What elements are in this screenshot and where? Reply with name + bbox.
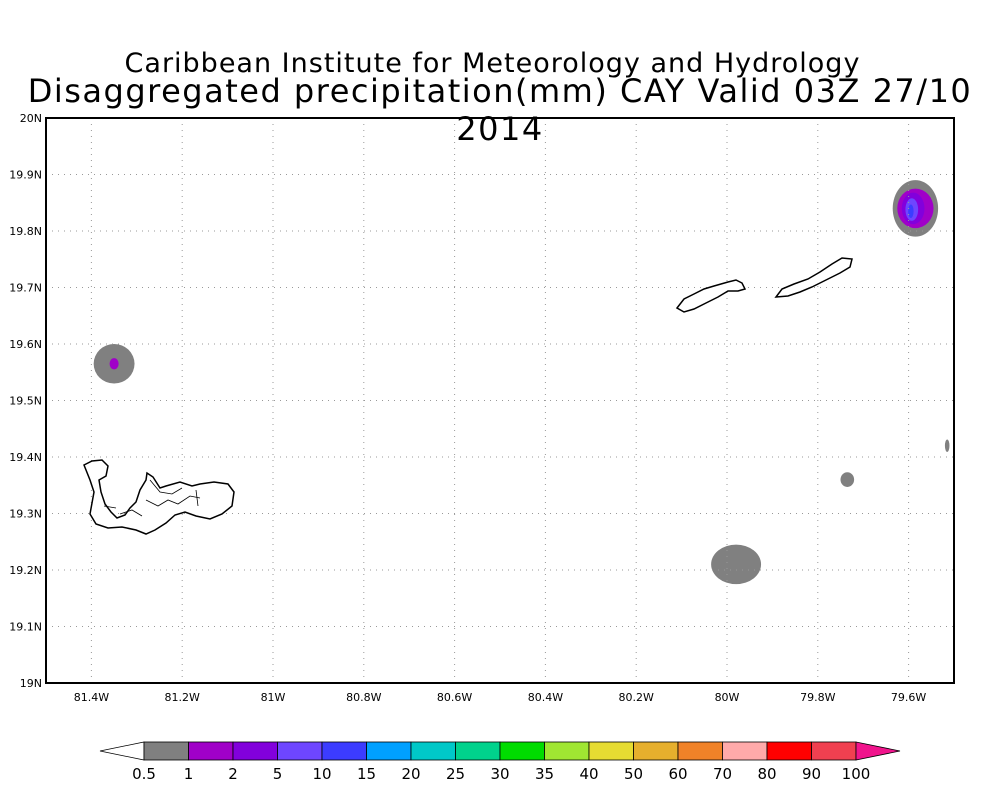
colorbar-label-12: 60 — [668, 765, 687, 783]
lat-tick-label-5: 19.5N — [9, 395, 42, 408]
colorbar-swatch-1 — [143, 741, 189, 761]
lon-tick-label-7: 80W — [715, 691, 740, 704]
map-frame — [45, 117, 955, 684]
island-outlines — [83, 257, 853, 535]
lon-tick-label-6: 80.2W — [619, 691, 654, 704]
colorbar-swatch-15 — [766, 741, 812, 761]
colorbar-swatch-14 — [722, 741, 768, 761]
colorbar-swatch-2 — [188, 741, 234, 761]
colorbar-label-3: 5 — [273, 765, 283, 783]
island-grand-cayman-inner-lines — [103, 479, 201, 517]
colorbar-label-1: 1 — [184, 765, 194, 783]
colorbar-swatch-4 — [277, 741, 323, 761]
lat-tick-label-1: 19.1N — [9, 621, 42, 634]
colorbar-swatch-16 — [811, 741, 857, 761]
chart-title-product: Disaggregated precipitation(mm) CAY Vali… — [27, 72, 973, 148]
precip-cell-1 — [109, 358, 119, 370]
island-grand-cayman — [83, 459, 235, 535]
precip-cell-2 — [711, 544, 762, 585]
lat-tick-label-10: 20N — [20, 112, 42, 125]
colorbar-label-6: 20 — [401, 765, 420, 783]
colorbar-swatch-10 — [544, 741, 590, 761]
colorbar-label-5: 15 — [357, 765, 376, 783]
lon-tick-label-2: 81W — [261, 691, 286, 704]
precipitation-layer — [93, 180, 950, 585]
colorbar-label-9: 35 — [535, 765, 554, 783]
colorbar-label-14: 80 — [757, 765, 776, 783]
colorbar-label-2: 2 — [228, 765, 238, 783]
lon-tick-label-8: 79.8W — [800, 691, 835, 704]
lat-tick-label-0: 19N — [20, 677, 42, 690]
precip-cell-9 — [908, 204, 914, 219]
lat-tick-label-4: 19.4N — [9, 451, 42, 464]
colorbar-label-11: 50 — [624, 765, 643, 783]
island-little-cayman — [675, 279, 747, 313]
colorbar-label-8: 30 — [490, 765, 509, 783]
axis-labels: 81.4W 81.2W 81W 80.8W 80.6W 80.4W 80.2W 80W 79.8… — [9, 112, 926, 704]
colorbar-label-16: 100 — [842, 765, 871, 783]
colorbar-label-13: 70 — [713, 765, 732, 783]
lat-tick-label-8: 19.8N — [9, 225, 42, 238]
colorbar: 0.5 1 2 5 10 15 20 25 30 35 40 50 60 70 80 90 100 — [99, 741, 901, 783]
colorbar-swatch-0 — [99, 741, 145, 761]
colorbar-label-0: 0.5 — [132, 765, 156, 783]
precip-cell-4 — [944, 439, 950, 452]
colorbar-swatch-7 — [410, 741, 456, 761]
colorbar-swatch-5 — [321, 741, 367, 761]
lat-tick-label-7: 19.7N — [9, 282, 42, 295]
lon-tick-label-9: 79.6W — [891, 691, 926, 704]
colorbar-swatch-8 — [455, 741, 501, 761]
map-grid — [46, 118, 954, 683]
colorbar-swatch-9 — [499, 741, 545, 761]
colorbar-label-15: 90 — [802, 765, 821, 783]
colorbar-label-7: 25 — [446, 765, 465, 783]
lat-tick-label-3: 19.3N — [9, 508, 42, 521]
island-cayman-brac — [774, 257, 853, 298]
lat-tick-label-6: 19.6N — [9, 338, 42, 351]
colorbar-swatch-12 — [633, 741, 679, 761]
lat-tick-label-9: 19.9N — [9, 169, 42, 182]
lon-tick-label-3: 80.8W — [346, 691, 381, 704]
lon-tick-label-4: 80.6W — [437, 691, 472, 704]
colorbar-swatch-6 — [366, 741, 412, 761]
colorbar-swatch-17 — [855, 741, 901, 761]
colorbar-label-10: 40 — [579, 765, 598, 783]
colorbar-label-4: 10 — [312, 765, 331, 783]
lon-tick-label-0: 81.4W — [74, 691, 109, 704]
colorbar-swatch-11 — [588, 741, 634, 761]
lon-tick-label-5: 80.4W — [528, 691, 563, 704]
colorbar-swatch-3 — [232, 741, 278, 761]
lat-tick-label-2: 19.2N — [9, 564, 42, 577]
chart-title-institute: Caribbean Institute for Meteorology and … — [124, 48, 861, 79]
colorbar-swatch-13 — [677, 741, 723, 761]
lon-tick-label-1: 81.2W — [165, 691, 200, 704]
precip-cell-3 — [840, 472, 855, 487]
